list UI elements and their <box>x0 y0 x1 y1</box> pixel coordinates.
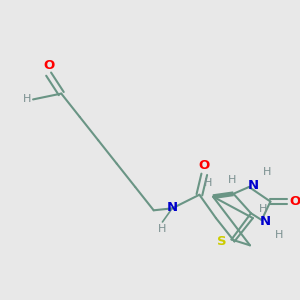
Text: H: H <box>259 204 267 214</box>
Text: N: N <box>167 201 178 214</box>
Text: H: H <box>204 178 212 188</box>
Text: N: N <box>247 179 259 193</box>
Text: O: O <box>43 59 54 72</box>
Text: H: H <box>23 94 31 104</box>
Text: O: O <box>289 195 300 208</box>
Text: N: N <box>260 215 271 229</box>
Text: O: O <box>199 159 210 172</box>
Text: H: H <box>262 167 271 177</box>
Text: H: H <box>228 175 237 185</box>
Text: H: H <box>275 230 284 240</box>
Text: S: S <box>217 235 226 248</box>
Text: H: H <box>158 224 166 234</box>
